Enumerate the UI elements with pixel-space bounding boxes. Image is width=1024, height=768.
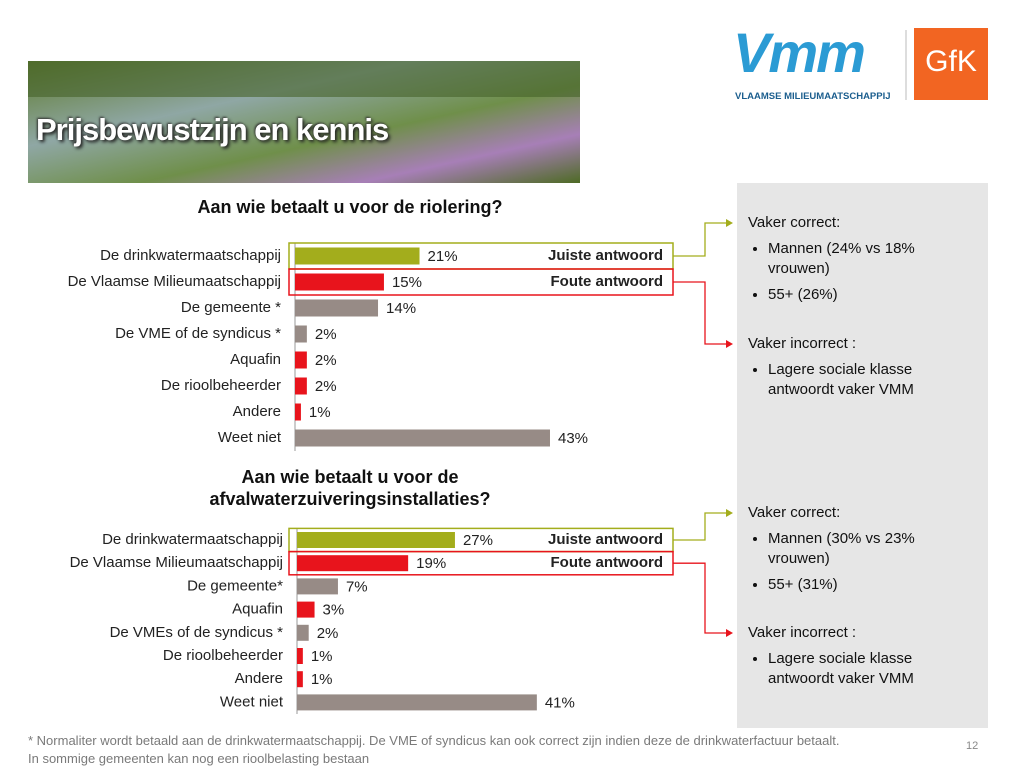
side-note-heading: Vaker correct: xyxy=(748,214,841,231)
chart-title: Aan wie betaalt u voor de afvalwaterzuiv… xyxy=(209,467,491,509)
annotation: Foute antwoord xyxy=(551,554,664,571)
side-note-heading: Vaker correct: xyxy=(748,504,841,521)
connector xyxy=(673,512,731,541)
value-label: 2% xyxy=(315,326,337,343)
category-label: De Vlaamse Milieumaatschappij xyxy=(68,273,281,290)
annotation: Juiste antwoord xyxy=(548,531,663,548)
side-note-heading: Vaker incorrect : xyxy=(748,624,857,641)
category-label: De drinkwatermaatschappij xyxy=(102,531,283,548)
category-label: De drinkwatermaatschappij xyxy=(100,247,281,264)
bar xyxy=(297,648,303,664)
value-label: 19% xyxy=(416,555,446,572)
value-label: 43% xyxy=(558,430,588,447)
footnote-line: * Normaliter wordt betaald aan de drinkw… xyxy=(28,733,840,748)
value-label: 21% xyxy=(428,248,458,265)
annotation: Foute antwoord xyxy=(551,273,664,290)
side-note: Vaker correct: Mannen (24% vs 18% vrouwen… xyxy=(748,213,978,311)
category-label: Andere xyxy=(235,670,283,687)
category-label: Aquafin xyxy=(232,601,283,618)
value-label: 7% xyxy=(346,578,368,595)
side-note: Vaker incorrect : Lagere sociale klasse a… xyxy=(748,334,978,406)
bullet: 55+ (26%) xyxy=(768,285,978,305)
bar xyxy=(297,555,409,572)
bullet-list: Mannen (24% vs 18% vrouwen) 55+ (26%) xyxy=(748,239,978,305)
bar xyxy=(297,601,315,618)
value-label: 3% xyxy=(323,602,345,619)
category-label: De rioolbeheerder xyxy=(161,377,281,394)
value-label: 1% xyxy=(311,671,333,688)
bar xyxy=(295,325,307,343)
bar xyxy=(295,273,384,291)
side-panel xyxy=(737,183,988,728)
bar xyxy=(295,429,550,447)
connector xyxy=(673,281,731,345)
bar xyxy=(297,578,338,595)
footnote: * Normaliter wordt betaald aan de drinkw… xyxy=(28,732,839,768)
connector-arrow xyxy=(726,629,733,637)
bullet: Lagere sociale klasse antwoordt vaker VM… xyxy=(768,360,978,400)
footnote-line: In sommige gemeenten kan nog een rioolbe… xyxy=(28,751,370,766)
vmm-logo-sub: VLAAMSE MILIEUMAATSCHAPPIJ xyxy=(735,91,891,102)
chart-title: Aan wie betaalt u voor de riolering? xyxy=(197,197,503,217)
gfk-logo xyxy=(914,28,988,100)
bar xyxy=(295,299,379,317)
connector xyxy=(673,562,731,634)
category-label: Aquafin xyxy=(230,351,281,368)
bullet: Lagere sociale klasse antwoordt vaker VM… xyxy=(768,649,978,689)
category-label: De VME of de syndicus * xyxy=(115,325,281,342)
value-label: 15% xyxy=(392,274,422,291)
page-number: 12 xyxy=(966,740,979,752)
bar xyxy=(295,247,420,265)
bullet-list: Mannen (30% vs 23% vrouwen) 55+ (31%) xyxy=(748,529,978,595)
bullet-list: Lagere sociale klasse antwoordt vaker VM… xyxy=(748,649,978,689)
connector-arrow xyxy=(726,219,733,227)
bar xyxy=(297,671,303,688)
bar xyxy=(295,351,307,369)
value-label: 2% xyxy=(315,352,337,369)
bar xyxy=(297,694,537,711)
side-note-heading: Vaker incorrect : xyxy=(748,335,857,352)
value-label: 1% xyxy=(309,404,331,421)
bullet: 55+ (31%) xyxy=(768,575,978,595)
slide-title: Prijsbewustzijn en kennis xyxy=(36,112,389,147)
value-label: 1% xyxy=(311,648,333,665)
connector xyxy=(673,222,731,257)
photo-trees xyxy=(28,61,580,97)
category-label: Andere xyxy=(233,403,281,420)
gfk-logo-text: GfK xyxy=(925,45,977,78)
value-label: 2% xyxy=(315,378,337,395)
side-note: Vaker incorrect : Lagere sociale klasse a… xyxy=(748,623,978,695)
category-label: De VMEs of de syndicus * xyxy=(110,624,284,641)
bar xyxy=(295,403,301,421)
value-label: 27% xyxy=(463,532,493,549)
bar xyxy=(297,624,309,641)
value-label: 14% xyxy=(386,300,416,317)
category-label: De rioolbeheerder xyxy=(163,647,283,664)
bullet: Mannen (24% vs 18% vrouwen) xyxy=(768,239,978,279)
connector-arrow xyxy=(726,509,733,517)
value-label: 41% xyxy=(545,694,575,711)
connector-arrow xyxy=(726,340,733,348)
value-label: 2% xyxy=(317,625,339,642)
annotation: Juiste antwoord xyxy=(548,247,663,264)
side-note: Vaker correct: Mannen (30% vs 23% vrouwen… xyxy=(748,503,978,601)
category-label: Weet niet xyxy=(218,429,282,446)
category-label: De gemeente * xyxy=(181,299,281,316)
bar xyxy=(295,377,307,395)
bullet-list: Lagere sociale klasse antwoordt vaker VM… xyxy=(748,360,978,400)
category-label: Weet niet xyxy=(220,693,284,710)
category-label: De Vlaamse Milieumaatschappij xyxy=(70,554,283,571)
bar xyxy=(297,532,455,548)
vmm-logo: Vmm xyxy=(733,21,866,84)
bullet: Mannen (30% vs 23% vrouwen) xyxy=(768,529,978,569)
category-label: De gemeente* xyxy=(187,577,283,594)
